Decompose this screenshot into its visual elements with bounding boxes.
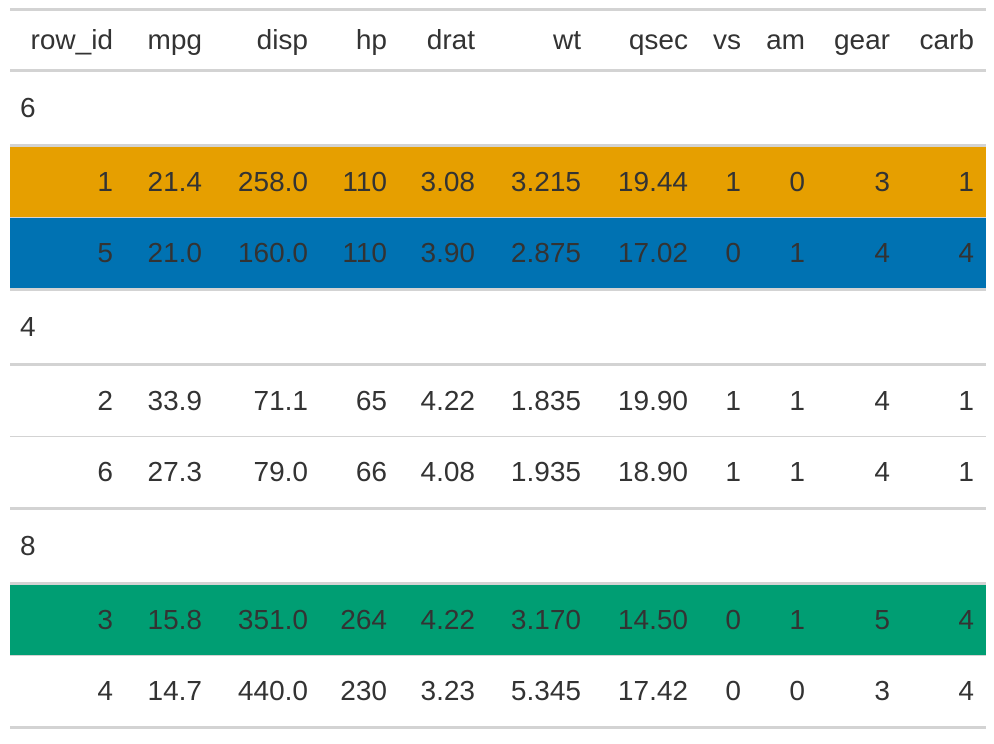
cell-gear: 3: [817, 655, 902, 729]
row-group-header: 4: [10, 289, 986, 366]
header-row: row_id mpg disp hp drat wt qsec vs am gear carb: [10, 9, 986, 72]
cell-hp: 65: [355, 385, 387, 416]
cell-disp: 79.0: [214, 436, 320, 510]
cell-am: 0: [789, 166, 805, 197]
cell-wt: 1.935: [487, 436, 593, 510]
table-row: 3 15.8 351.0 264 4.22 3.170 14.50 0 1 5 4: [10, 583, 986, 656]
cell-disp: 160.0: [214, 217, 320, 291]
column-header-disp: disp: [214, 9, 320, 72]
cell-hp: 110: [320, 217, 399, 291]
cell-gear: 3: [874, 166, 890, 197]
cell-drat: 3.90: [399, 217, 487, 291]
cell-row_id: 6: [10, 436, 125, 510]
cell-drat: 4.22: [420, 385, 476, 416]
cell-vs: 0: [700, 655, 753, 729]
cell-disp: 258.0: [237, 166, 308, 197]
column-header-drat: drat: [399, 9, 487, 72]
cell-drat: 4.08: [399, 436, 487, 510]
cell-gear: 4: [817, 436, 902, 510]
table-row: 1 21.4 258.0 110 3.08 3.215 19.44 1 0 3 1: [10, 145, 986, 218]
column-header-vs: vs: [700, 9, 753, 72]
group-label: 6: [10, 70, 986, 147]
cell-am: 1: [789, 385, 805, 416]
cell-qsec: 19.44: [617, 166, 688, 197]
cell-row_id: 3: [97, 604, 113, 635]
cell-wt: 5.345: [487, 655, 593, 729]
cell-carb: 1: [958, 385, 974, 416]
cell-am: 0: [753, 655, 817, 729]
cell-qsec: 17.42: [593, 655, 700, 729]
cell-vs: 1: [725, 385, 741, 416]
column-header-mpg: mpg: [125, 9, 214, 72]
column-header-qsec: qsec: [593, 9, 700, 72]
cell-hp: 66: [320, 436, 399, 510]
cell-mpg: 27.3: [125, 436, 214, 510]
cell-am: 1: [753, 436, 817, 510]
cell-wt: 2.875: [487, 217, 593, 291]
cell-carb: 4: [902, 217, 986, 291]
cell-qsec: 17.02: [593, 217, 700, 291]
table-row: 4 14.7 440.0 230 3.23 5.345 17.42 0 0 3 4: [10, 655, 986, 729]
group-label: 8: [10, 508, 986, 585]
cell-row_id: 2: [97, 385, 113, 416]
cell-drat: 3.08: [420, 166, 476, 197]
cell-disp: 440.0: [214, 655, 320, 729]
row-group-header: 8: [10, 508, 986, 585]
cell-mpg: 21.4: [147, 166, 203, 197]
cell-qsec: 14.50: [617, 604, 688, 635]
cell-gear: 5: [874, 604, 890, 635]
cell-vs: 0: [700, 217, 753, 291]
cell-carb: 4: [958, 604, 974, 635]
cell-carb: 1: [902, 436, 986, 510]
table-row: 2 33.9 71.1 65 4.22 1.835 19.90 1 1 4 1: [10, 365, 986, 437]
cell-mpg: 14.7: [125, 655, 214, 729]
group-label: 4: [10, 289, 986, 366]
cell-disp: 71.1: [253, 385, 309, 416]
cell-carb: 4: [902, 655, 986, 729]
column-header-wt: wt: [487, 9, 593, 72]
cell-hp: 264: [340, 604, 387, 635]
table-row: 5 21.0 160.0 110 3.90 2.875 17.02 0 1 4 4: [10, 217, 986, 291]
cell-hp: 230: [320, 655, 399, 729]
column-header-row_id: row_id: [10, 9, 125, 72]
row-group-header: 6: [10, 70, 986, 147]
cell-row_id: 5: [10, 217, 125, 291]
cell-disp: 351.0: [237, 604, 308, 635]
cell-vs: 1: [700, 436, 753, 510]
cell-wt: 1.835: [510, 385, 581, 416]
cell-hp: 110: [342, 166, 387, 197]
cell-am: 1: [753, 217, 817, 291]
cell-wt: 3.215: [510, 166, 581, 197]
cell-gear: 4: [874, 385, 890, 416]
cell-am: 1: [789, 604, 805, 635]
cell-row_id: 4: [10, 655, 125, 729]
cell-mpg: 15.8: [147, 604, 203, 635]
column-header-carb: carb: [902, 9, 986, 72]
cell-qsec: 18.90: [593, 436, 700, 510]
cell-gear: 4: [817, 217, 902, 291]
cell-mpg: 33.9: [147, 385, 203, 416]
cell-drat: 3.23: [399, 655, 487, 729]
cell-wt: 3.170: [510, 604, 581, 635]
cell-vs: 0: [725, 604, 741, 635]
table-row: 6 27.3 79.0 66 4.08 1.935 18.90 1 1 4 1: [10, 436, 986, 510]
column-header-gear: gear: [817, 9, 902, 72]
column-header-hp: hp: [320, 9, 399, 72]
cell-mpg: 21.0: [125, 217, 214, 291]
cell-carb: 1: [958, 166, 974, 197]
column-header-am: am: [753, 9, 817, 72]
cell-vs: 1: [725, 166, 741, 197]
cell-drat: 4.22: [420, 604, 476, 635]
cell-qsec: 19.90: [617, 385, 688, 416]
cell-row_id: 1: [97, 166, 113, 197]
